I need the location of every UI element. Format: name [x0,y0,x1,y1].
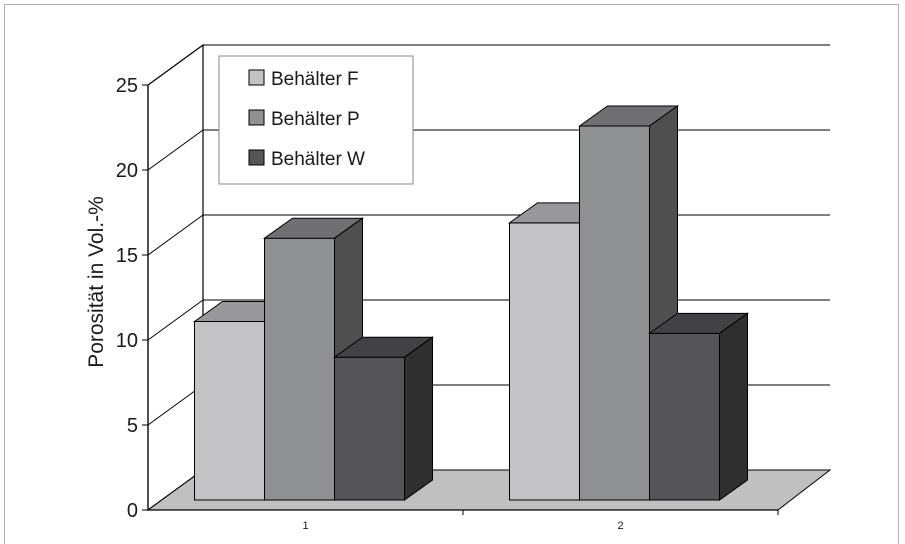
bar-front [264,237,335,501]
y-tick-label: 25 [116,75,138,97]
y-tick-label: 5 [127,415,138,437]
gridline-diagonal [147,299,204,341]
legend-swatch [248,69,265,86]
bar-front [649,332,720,501]
gridline-diagonal [147,44,204,86]
x-category-label: 2 [617,520,623,532]
bar-side [404,336,433,501]
legend-swatch [248,109,265,126]
y-tick-label: 15 [116,245,138,267]
bar-side [719,312,748,501]
bar-front [194,321,265,501]
gridline-diagonal [147,214,204,256]
legend-label: Behälter F [271,69,359,90]
y-tick-labels: 0 5 10 15 20 25 [116,75,138,522]
y-axis-title: Porosität in Vol.-% [85,196,108,368]
legend-label: Behälter P [271,109,360,130]
chart-frame [4,4,899,544]
bar [332,336,435,501]
y-tick-label: 10 [116,330,138,352]
gridline-diagonal [147,129,204,171]
legend: Behälter F Behälter P Behälter W [218,55,414,185]
legend-label: Behälter W [271,149,365,170]
axes [142,84,779,515]
x-category-label: 1 [302,520,308,532]
gridline-diagonal [147,384,204,426]
bars [192,105,750,501]
legend-swatch [248,149,265,166]
y-tick-label: 0 [127,500,138,522]
y-tick-label: 20 [116,160,138,182]
bar-front [579,125,650,501]
bar-front [334,356,405,501]
bar [647,312,750,501]
bar-front [509,222,580,501]
